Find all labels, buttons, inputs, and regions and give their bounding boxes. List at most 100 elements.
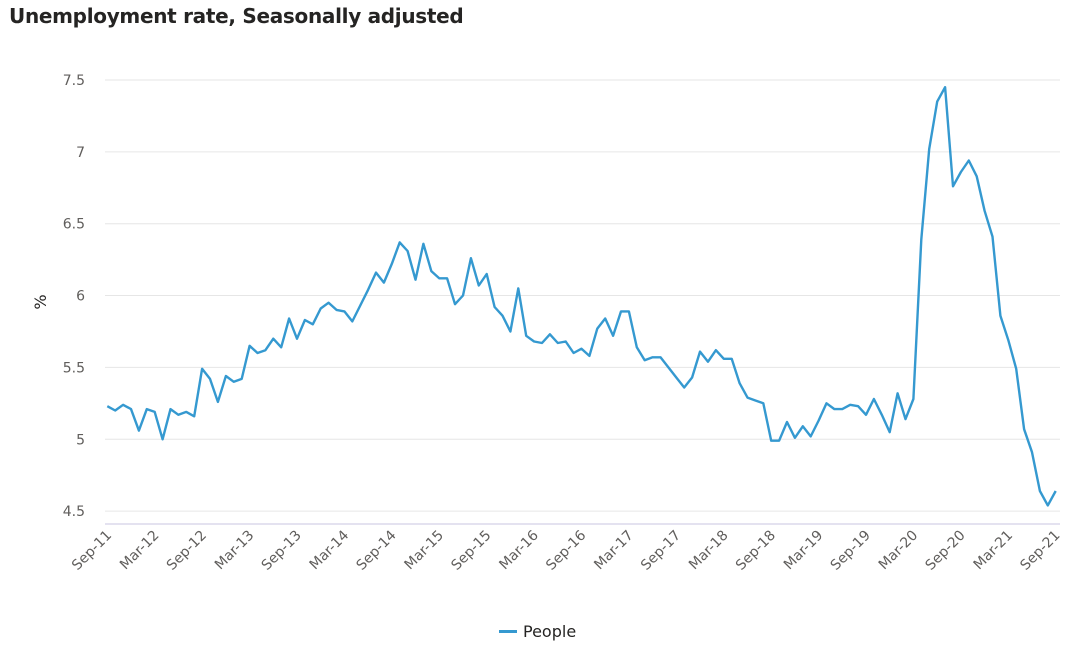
data-point[interactable] xyxy=(309,320,317,328)
data-point[interactable] xyxy=(965,156,973,164)
data-point[interactable] xyxy=(514,284,522,292)
data-point[interactable] xyxy=(348,317,356,325)
data-point[interactable] xyxy=(111,407,119,415)
data-point[interactable] xyxy=(214,398,222,406)
data-point[interactable] xyxy=(182,408,190,416)
data-point[interactable] xyxy=(332,306,340,314)
data-point[interactable] xyxy=(585,352,593,360)
data-point[interactable] xyxy=(894,389,902,397)
data-point[interactable] xyxy=(680,384,688,392)
data-point[interactable] xyxy=(246,342,254,350)
data-point[interactable] xyxy=(751,396,759,404)
data-point[interactable] xyxy=(617,307,625,315)
data-point[interactable] xyxy=(957,168,965,176)
data-point[interactable] xyxy=(562,338,570,346)
data-point[interactable] xyxy=(1052,487,1060,495)
data-point[interactable] xyxy=(277,343,285,351)
data-point[interactable] xyxy=(364,286,372,294)
data-point[interactable] xyxy=(396,238,404,246)
data-point[interactable] xyxy=(372,269,380,277)
data-point[interactable] xyxy=(103,402,111,410)
data-point[interactable] xyxy=(641,356,649,364)
data-point[interactable] xyxy=(736,379,744,387)
data-point[interactable] xyxy=(285,315,293,323)
data-point[interactable] xyxy=(664,363,672,371)
data-point[interactable] xyxy=(340,307,348,315)
data-point[interactable] xyxy=(491,303,499,311)
data-point[interactable] xyxy=(941,83,949,91)
data-point[interactable] xyxy=(870,395,878,403)
data-point[interactable] xyxy=(356,302,364,310)
data-point[interactable] xyxy=(973,172,981,180)
data-point[interactable] xyxy=(380,279,388,287)
data-point[interactable] xyxy=(269,335,277,343)
data-point[interactable] xyxy=(902,415,910,423)
data-point[interactable] xyxy=(506,327,514,335)
data-point[interactable] xyxy=(909,395,917,403)
data-point[interactable] xyxy=(443,274,451,282)
data-point[interactable] xyxy=(253,349,261,357)
data-point[interactable] xyxy=(498,312,506,320)
data-point[interactable] xyxy=(688,373,696,381)
data-point[interactable] xyxy=(949,182,957,190)
data-point[interactable] xyxy=(601,315,609,323)
data-point[interactable] xyxy=(917,236,925,244)
data-point[interactable] xyxy=(759,399,767,407)
data-point[interactable] xyxy=(388,260,396,268)
data-point[interactable] xyxy=(190,412,198,420)
data-point[interactable] xyxy=(807,432,815,440)
data-point[interactable] xyxy=(720,355,728,363)
data-point[interactable] xyxy=(830,405,838,413)
data-point[interactable] xyxy=(435,274,443,282)
data-point[interactable] xyxy=(625,307,633,315)
data-point[interactable] xyxy=(767,437,775,445)
data-point[interactable] xyxy=(878,411,886,419)
data-point[interactable] xyxy=(846,401,854,409)
data-point[interactable] xyxy=(135,427,143,435)
data-point[interactable] xyxy=(467,254,475,262)
data-point[interactable] xyxy=(988,233,996,241)
data-point[interactable] xyxy=(886,428,894,436)
data-point[interactable] xyxy=(696,348,704,356)
data-point[interactable] xyxy=(925,145,933,153)
data-point[interactable] xyxy=(127,405,135,413)
data-point[interactable] xyxy=(854,402,862,410)
data-point[interactable] xyxy=(261,346,269,354)
data-point[interactable] xyxy=(649,353,657,361)
data-point[interactable] xyxy=(712,346,720,354)
data-point[interactable] xyxy=(159,435,167,443)
data-point[interactable] xyxy=(775,437,783,445)
data-point[interactable] xyxy=(167,405,175,413)
data-point[interactable] xyxy=(325,299,333,307)
data-point[interactable] xyxy=(412,276,420,284)
data-point[interactable] xyxy=(143,405,151,413)
data-point[interactable] xyxy=(933,98,941,106)
data-point[interactable] xyxy=(230,378,238,386)
data-point[interactable] xyxy=(151,408,159,416)
data-point[interactable] xyxy=(1036,487,1044,495)
data-point[interactable] xyxy=(862,411,870,419)
data-point[interactable] xyxy=(522,332,530,340)
data-point[interactable] xyxy=(1004,336,1012,344)
data-point[interactable] xyxy=(554,339,562,347)
data-point[interactable] xyxy=(427,267,435,275)
data-point[interactable] xyxy=(238,375,246,383)
data-point[interactable] xyxy=(538,339,546,347)
data-point[interactable] xyxy=(657,353,665,361)
data-point[interactable] xyxy=(222,372,230,380)
data-point[interactable] xyxy=(1028,448,1036,456)
data-point[interactable] xyxy=(206,375,214,383)
data-point[interactable] xyxy=(293,335,301,343)
data-point[interactable] xyxy=(530,338,538,346)
data-point[interactable] xyxy=(981,207,989,215)
data-point[interactable] xyxy=(483,270,491,278)
data-point[interactable] xyxy=(459,292,467,300)
data-point[interactable] xyxy=(728,355,736,363)
data-point[interactable] xyxy=(815,417,823,425)
data-point[interactable] xyxy=(578,345,586,353)
data-point[interactable] xyxy=(451,300,459,308)
data-point[interactable] xyxy=(475,281,483,289)
data-point[interactable] xyxy=(791,434,799,442)
data-point[interactable] xyxy=(609,332,617,340)
data-point[interactable] xyxy=(1044,501,1052,509)
